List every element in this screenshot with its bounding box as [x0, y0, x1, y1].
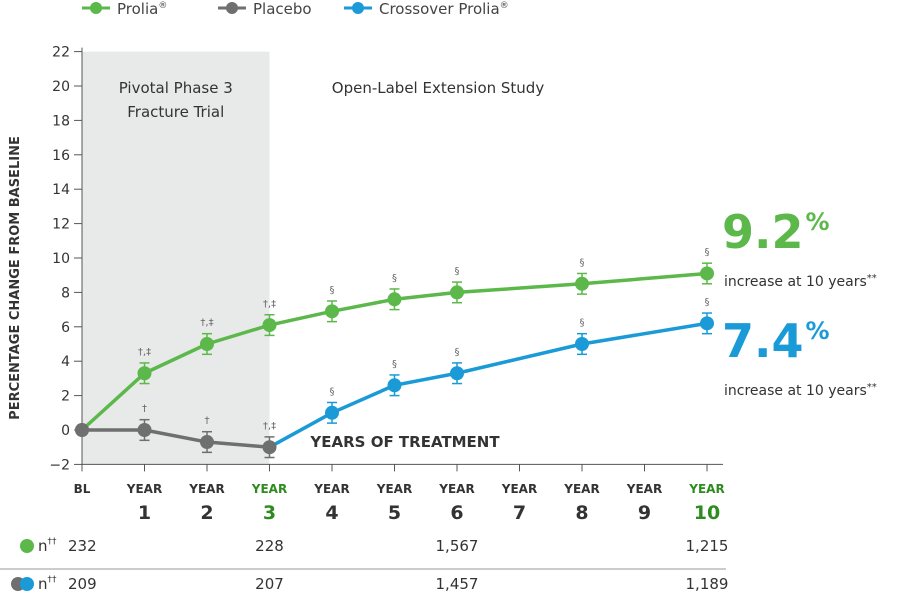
- prolia-point: [200, 337, 214, 351]
- placebo-significance-mark: †: [205, 416, 210, 427]
- prolia-point: [700, 266, 714, 281]
- x-tick-label-top: YEAR: [251, 482, 287, 496]
- x-tick-label-bottom: 8: [575, 502, 588, 524]
- crossover-point: [387, 378, 402, 393]
- n-row-value: 228: [255, 537, 284, 555]
- y-tick-label: 22: [52, 45, 70, 61]
- crossover-significance-mark: §: [455, 347, 460, 358]
- n-row-value: 232: [68, 537, 97, 555]
- prolia-point: [575, 276, 589, 291]
- x-tick-label-bottom: 9: [638, 502, 651, 524]
- crossover-callout-text: increase at 10 years**: [724, 382, 877, 399]
- placebo-point: [262, 440, 277, 455]
- x-tick-label-bottom: 10: [694, 502, 720, 524]
- y-tick-label: 14: [52, 182, 70, 198]
- y-tick-label: 4: [61, 354, 70, 370]
- n-row-value: 209: [68, 575, 97, 593]
- n-row-value: 1,567: [436, 537, 479, 555]
- crossover-callout-value: 7.4%: [722, 314, 830, 368]
- x-tick-label-bottom: 1: [138, 502, 151, 524]
- pivotal-phase-region: [82, 51, 270, 465]
- prolia-significance-mark: †,‡: [263, 299, 276, 310]
- y-tick-label: −2: [49, 457, 70, 473]
- prolia-point: [137, 366, 152, 381]
- y-axis-label: PERCENTAGE CHANGE FROM BASELINE: [8, 136, 23, 420]
- y-tick-label: 8: [61, 285, 70, 301]
- prolia-significance-mark: §: [330, 285, 335, 296]
- x-tick-label-top: YEAR: [126, 482, 162, 496]
- placebo-point: [137, 423, 152, 437]
- prolia-significance-mark: §: [392, 273, 397, 284]
- crossover-point: [325, 405, 339, 420]
- y-tick-label: 12: [52, 217, 70, 233]
- pivotal-label-line2: Fracture Trial: [127, 103, 224, 121]
- x-tick-label-top: YEAR: [438, 482, 474, 496]
- pivotal-label-line1: Pivotal Phase 3: [119, 79, 233, 97]
- y-tick-label: 20: [52, 79, 70, 95]
- legend-placebo-marker: [226, 2, 238, 14]
- y-tick-label: 16: [52, 148, 70, 164]
- placebo-line: [82, 428, 270, 449]
- x-tick-label-bottom: 6: [450, 502, 463, 524]
- n-row-value: 1,189: [686, 575, 729, 593]
- extension-label: Open-Label Extension Study: [332, 79, 545, 97]
- y-tick-label: 18: [52, 113, 70, 129]
- legend-placebo-label: Placebo: [253, 0, 312, 18]
- prolia-callout-text: increase at 10 years**: [724, 273, 877, 290]
- n-row-label: n††: [38, 537, 57, 555]
- prolia-point: [325, 304, 339, 319]
- x-axis-title: YEARS OF TREATMENT: [309, 433, 500, 451]
- prolia-significance-mark: †,‡: [138, 347, 151, 358]
- crossover-line: [268, 321, 708, 449]
- x-tick-label-top: YEAR: [501, 482, 537, 496]
- crossover-significance-mark: §: [392, 359, 397, 370]
- prolia-significance-mark: §: [705, 247, 710, 258]
- prolia-callout-value: 9.2%: [722, 205, 830, 259]
- x-tick-label-top: YEAR: [626, 482, 662, 496]
- x-tick-label-bottom: 2: [200, 502, 213, 524]
- prolia-point: [450, 285, 464, 300]
- x-tick-label-bottom: 7: [513, 502, 526, 524]
- y-tick-label: 10: [52, 251, 70, 267]
- x-tick-label-bottom: 3: [263, 502, 276, 524]
- legend-crossover-marker: [352, 2, 364, 14]
- x-tick-label-top: YEAR: [688, 482, 724, 496]
- y-tick-label: 6: [61, 320, 70, 336]
- crossover-point: [450, 366, 464, 381]
- legend-prolia-label: Prolia®: [117, 0, 167, 18]
- n-row-crossover-marker: [20, 577, 34, 591]
- n-row-value: 207: [255, 575, 284, 593]
- x-tick-label-top: YEAR: [313, 482, 349, 496]
- n-row-value: 1,215: [686, 537, 729, 555]
- placebo-point: [75, 423, 89, 437]
- placebo-significance-mark: †: [142, 404, 147, 415]
- n-row-label: n††: [38, 575, 57, 593]
- placebo-point: [200, 435, 214, 450]
- legend-prolia-marker: [90, 2, 102, 14]
- crossover-significance-mark: §: [705, 297, 710, 308]
- x-tick-label-top: YEAR: [563, 482, 599, 496]
- x-tick-label-top: YEAR: [376, 482, 412, 496]
- x-tick-label-top: YEAR: [188, 482, 224, 496]
- placebo-significance-mark: †,‡: [263, 421, 276, 432]
- prolia-significance-mark: †,‡: [200, 318, 213, 329]
- crossover-significance-mark: §: [330, 386, 335, 397]
- n-row-value: 1,457: [436, 575, 479, 593]
- prolia-significance-mark: §: [580, 257, 585, 268]
- crossover-point: [700, 316, 714, 331]
- prolia-significance-mark: §: [455, 266, 460, 277]
- crossover-significance-mark: §: [580, 318, 585, 329]
- y-tick-label: 0: [61, 423, 70, 439]
- n-row-prolia-marker: [20, 539, 34, 553]
- x-tick-label-bottom: 5: [388, 502, 401, 524]
- prolia-point: [262, 318, 277, 333]
- crossover-point: [575, 337, 589, 351]
- prolia-point: [387, 292, 402, 307]
- x-tick-label-bottom: 4: [325, 502, 338, 524]
- legend-crossover-label: Crossover Prolia®: [379, 0, 509, 18]
- y-tick-label: 2: [61, 389, 70, 405]
- x-tick-label-top: BL: [74, 482, 91, 496]
